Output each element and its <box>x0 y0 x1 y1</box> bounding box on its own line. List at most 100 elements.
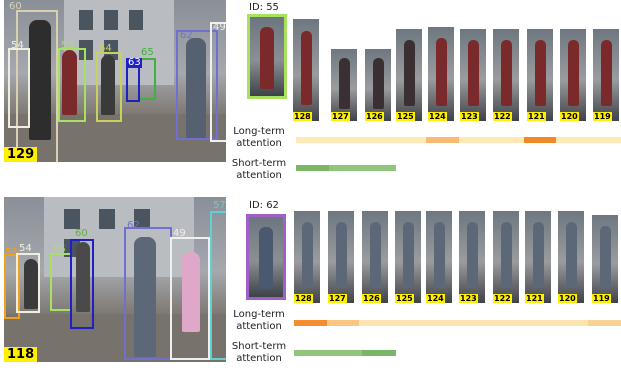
box-label-62: 62 <box>127 220 140 231</box>
short-term-attention-bar <box>296 165 396 171</box>
gallery-crop: 119 <box>591 214 619 304</box>
box-label-53: 53 <box>5 247 18 258</box>
gallery-crop: 125 <box>394 210 422 304</box>
box-label-60: 60 <box>75 228 88 239</box>
short-attention-segment <box>296 165 330 171</box>
long-term-attention-bar <box>296 137 621 143</box>
long-attention-segment <box>393 137 426 143</box>
long-term-attention-label: Long-term attention <box>233 126 285 149</box>
gallery-crop: 121 <box>526 28 554 122</box>
crop-frame-number: 119 <box>593 112 612 121</box>
box-label-49: 49 <box>213 22 226 33</box>
gallery-crop: 126 <box>361 210 389 304</box>
short-attention-segment <box>362 165 396 171</box>
short-term-attention-label: Short-term attention <box>231 341 287 364</box>
gallery-crop: 127 <box>327 210 355 304</box>
gallery-crop: 123 <box>459 28 487 122</box>
long-attention-segment <box>392 320 425 326</box>
gallery-crop: 122 <box>492 210 520 304</box>
short-term-attention-bar <box>294 350 396 356</box>
crop-frame-number: 125 <box>396 112 415 121</box>
short-term-attention-label: Short-term attention <box>231 158 287 181</box>
long-attention-segment <box>556 137 589 143</box>
box-49 <box>210 22 226 142</box>
crop-frame-number: 127 <box>331 112 350 121</box>
box-label-55: 55 <box>53 244 66 255</box>
box-label-54: 54 <box>19 243 32 254</box>
crop-frame-number: 124 <box>428 112 447 121</box>
box-label-64: 64 <box>99 43 112 54</box>
gallery-crop: 120 <box>557 210 585 304</box>
long-attention-segment <box>457 320 491 326</box>
gallery-crop: 121 <box>524 210 552 304</box>
box-54 <box>8 48 30 128</box>
crop-frame-number: 123 <box>459 294 478 303</box>
long-attention-segment <box>522 320 556 326</box>
long-attention-segment <box>555 320 589 326</box>
scene-image-1: 60 54 55 64 65 63 62 49 129 <box>4 0 226 162</box>
long-attention-segment <box>294 320 327 326</box>
long-attention-segment <box>296 137 329 143</box>
box-label-49: 49 <box>173 228 186 239</box>
box-label-54: 54 <box>11 40 24 51</box>
box-label-60: 60 <box>9 1 22 12</box>
long-attention-segment <box>523 137 556 143</box>
query-crop <box>246 214 286 300</box>
crop-frame-number: 121 <box>525 294 544 303</box>
box-55 <box>58 48 86 122</box>
gallery-crop: 126 <box>364 48 392 122</box>
query-crop <box>247 14 287 99</box>
long-attention-segment <box>588 320 621 326</box>
gallery-crop: 127 <box>330 48 358 122</box>
crop-frame-number: 126 <box>365 112 384 121</box>
crop-frame-number: 124 <box>426 294 445 303</box>
crop-frame-number: 127 <box>328 294 347 303</box>
long-attention-segment <box>359 320 393 326</box>
long-attention-segment <box>490 320 523 326</box>
short-attention-segment <box>294 350 328 356</box>
box-49 <box>170 237 210 360</box>
gallery-crop: 125 <box>395 28 423 122</box>
crop-frame-number: 125 <box>395 294 414 303</box>
crop-frame-number: 120 <box>560 112 579 121</box>
long-attention-segment <box>328 137 361 143</box>
gallery-crop: 124 <box>427 26 455 122</box>
gallery-crop: 128 <box>292 18 320 122</box>
crop-frame-number: 128 <box>293 112 312 121</box>
crop-frame-number: 119 <box>592 294 611 303</box>
gallery-crop: 119 <box>592 28 620 122</box>
long-attention-segment <box>326 320 360 326</box>
box-62 <box>176 30 218 140</box>
long-term-attention-label: Long-term attention <box>233 309 285 332</box>
gallery-crop: 124 <box>425 210 453 304</box>
query-id-label: ID: 55 <box>249 2 279 13</box>
short-attention-segment <box>362 350 396 356</box>
query-id-label: ID: 62 <box>249 200 279 211</box>
box-label-63: 63 <box>127 57 142 68</box>
box-64 <box>96 52 122 122</box>
box-label-55: 55 <box>61 40 74 51</box>
box-53 <box>4 254 20 319</box>
box-55 <box>50 253 72 311</box>
frame-number: 118 <box>4 347 38 362</box>
box-60 <box>16 10 58 162</box>
box-label-57: 57 <box>213 200 226 211</box>
box-54 <box>16 253 40 313</box>
scene-image-2: 53 54 55 60 62 49 57 118 <box>4 197 226 362</box>
short-attention-segment <box>329 165 363 171</box>
crop-frame-number: 128 <box>294 294 313 303</box>
long-term-attention-bar <box>294 320 621 326</box>
long-attention-segment <box>491 137 524 143</box>
gallery-crop: 120 <box>559 28 587 122</box>
crop-frame-number: 126 <box>362 294 381 303</box>
box-57 <box>210 211 226 360</box>
gallery-crop: 123 <box>458 210 486 304</box>
crop-frame-number: 121 <box>527 112 546 121</box>
box-60 <box>70 239 94 329</box>
box-label-65: 65 <box>141 47 154 58</box>
long-attention-segment <box>588 137 621 143</box>
crop-frame-number: 122 <box>493 294 512 303</box>
long-attention-segment <box>361 137 394 143</box>
frame-number: 129 <box>4 147 38 162</box>
crop-frame-number: 122 <box>493 112 512 121</box>
